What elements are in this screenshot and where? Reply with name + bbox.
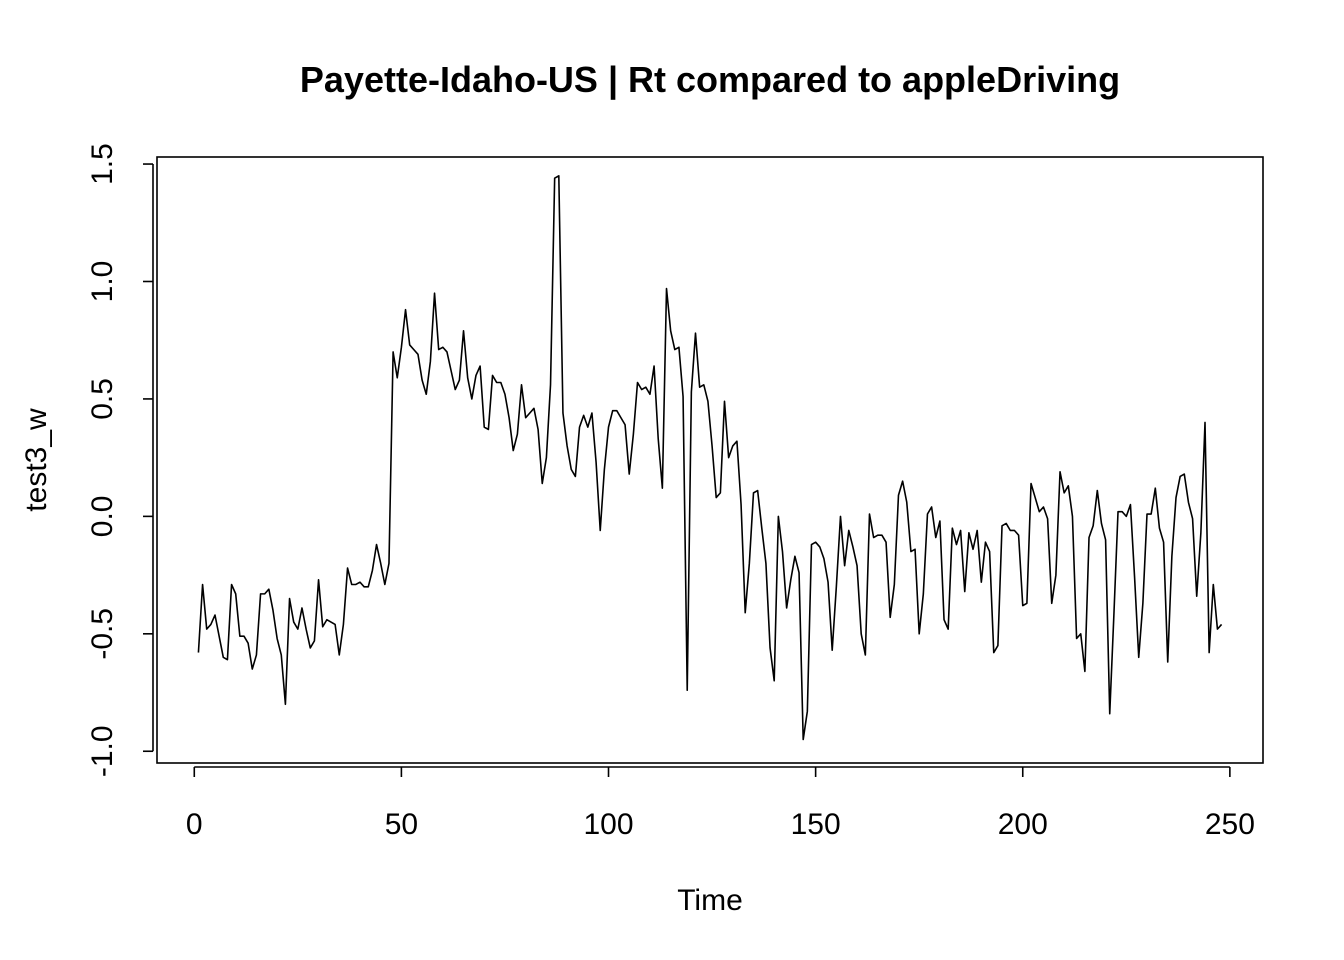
x-tick-label: 100 — [583, 808, 633, 841]
x-tick-label: 0 — [186, 808, 203, 841]
y-tick-label: 0.0 — [86, 496, 119, 538]
x-tick-label: 200 — [998, 808, 1048, 841]
x-tick-label: 150 — [791, 808, 841, 841]
series-line — [197, 174, 1223, 741]
y-axis: -1.0 -0.5 0.0 0.5 1.0 1.5 — [86, 143, 154, 777]
x-tick-label: 250 — [1205, 808, 1255, 841]
y-tick-label: 0.5 — [86, 378, 119, 420]
plot-frame — [156, 156, 1264, 764]
y-tick-label: -1.0 — [86, 725, 119, 777]
chart-title: Payette-Idaho-US | Rt compared to appleD… — [300, 59, 1120, 101]
y-axis-label: test3_w — [20, 408, 53, 512]
x-axis: 0 50 100 150 200 250 — [186, 766, 1255, 841]
y-tick-label: 1.5 — [86, 143, 119, 185]
y-tick-label: -0.5 — [86, 608, 119, 660]
x-axis-label: Time — [677, 884, 743, 917]
x-tick-label: 50 — [385, 808, 418, 841]
y-tick-label: 1.0 — [86, 261, 119, 303]
